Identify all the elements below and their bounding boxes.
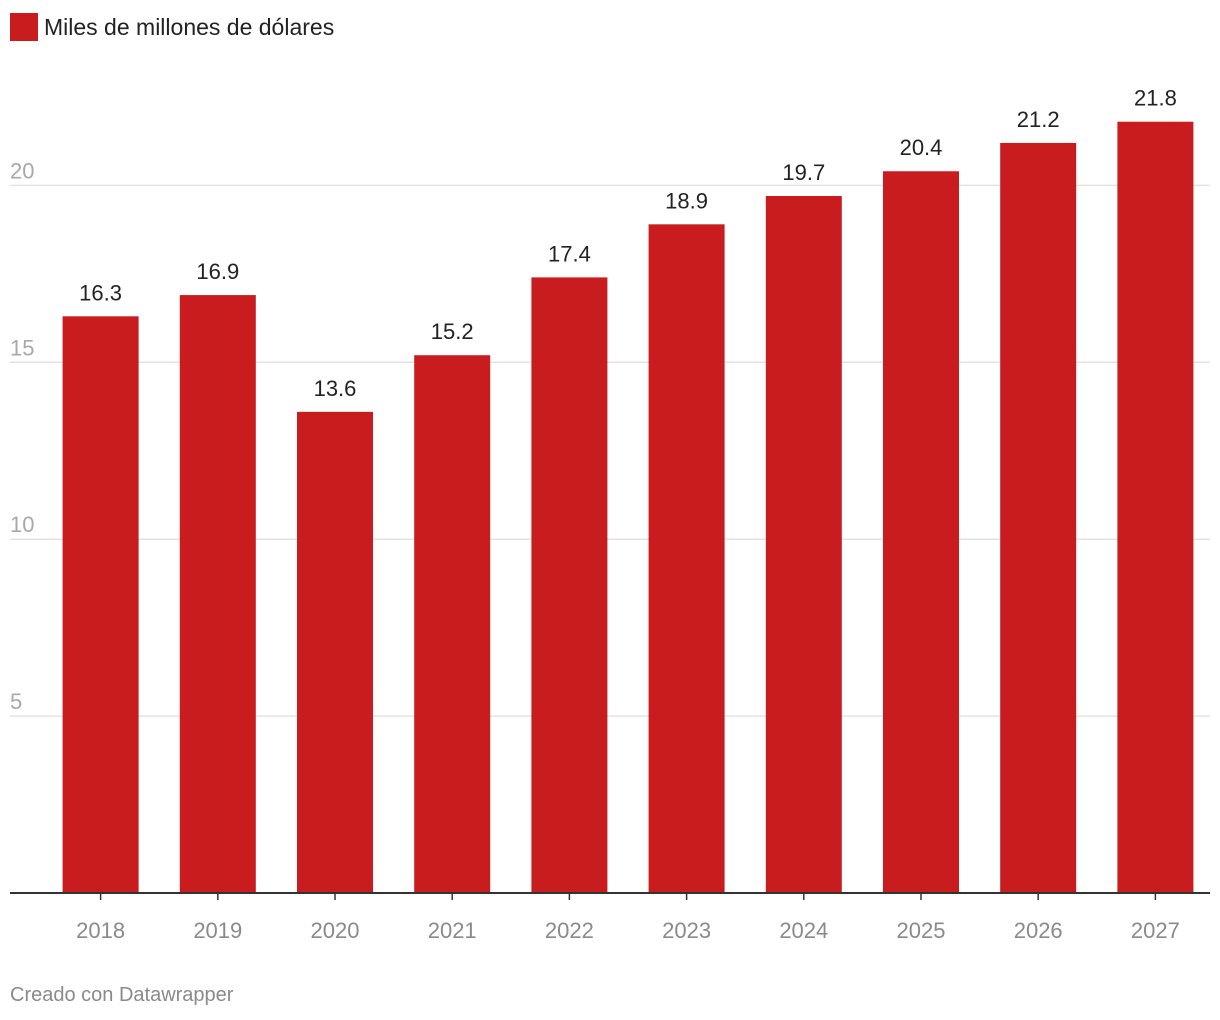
y-tick-label: 5 — [10, 689, 22, 714]
x-axis: 2018 2019 2020 2021 2022 2023 2024 2025 2026 2027 — [10, 892, 1210, 943]
footer-credit: Creado con Datawrapper — [10, 984, 234, 1006]
bar — [62, 316, 139, 893]
data-label: 13.6 — [314, 376, 357, 401]
bar-chart: 5 10 15 20 16.3 16.9 13.6 15.2 17.4 18.9 19.7 20.4… — [10, 86, 1210, 943]
x-tick-label: 2021 — [428, 918, 477, 943]
bar — [883, 171, 959, 894]
data-label: 20.4 — [900, 135, 943, 160]
data-label: 15.2 — [431, 319, 474, 344]
y-tick-label: 10 — [10, 512, 34, 537]
x-tick-label: 2018 — [76, 918, 125, 943]
x-tick-label: 2020 — [311, 918, 360, 943]
x-tick-label: 2025 — [897, 918, 946, 943]
data-label: 19.7 — [782, 160, 825, 185]
data-label: 17.4 — [548, 241, 591, 266]
x-tick-label: 2027 — [1131, 918, 1180, 943]
data-label: 21.8 — [1134, 86, 1177, 111]
bar — [1000, 142, 1077, 894]
legend: Miles de millones de dólares — [10, 12, 334, 42]
legend-swatch — [10, 13, 38, 41]
data-label: 16.9 — [196, 259, 239, 284]
y-tick-label: 15 — [10, 335, 34, 360]
bar — [297, 411, 373, 893]
data-label: 18.9 — [665, 188, 708, 213]
x-tick-label: 2023 — [662, 918, 711, 943]
bar — [765, 196, 842, 893]
legend-label: Miles de millones de dólares — [44, 13, 335, 40]
x-tick-label: 2022 — [545, 918, 594, 943]
bar — [179, 295, 256, 893]
data-label: 21.2 — [1017, 107, 1060, 132]
bars — [62, 121, 1194, 894]
bar — [1117, 121, 1194, 893]
y-tick-label: 20 — [10, 158, 34, 183]
x-tick-label: 2026 — [1014, 918, 1063, 943]
bar — [531, 277, 608, 893]
bar — [414, 355, 491, 893]
x-tick-label: 2019 — [193, 918, 242, 943]
x-tick-label: 2024 — [779, 918, 828, 943]
bar — [648, 224, 725, 893]
y-axis-ticks: 5 10 15 20 — [10, 158, 34, 714]
data-labels: 16.3 16.9 13.6 15.2 17.4 18.9 19.7 20.4 21.2 21.8 — [79, 86, 1177, 401]
data-label: 16.3 — [79, 280, 122, 305]
